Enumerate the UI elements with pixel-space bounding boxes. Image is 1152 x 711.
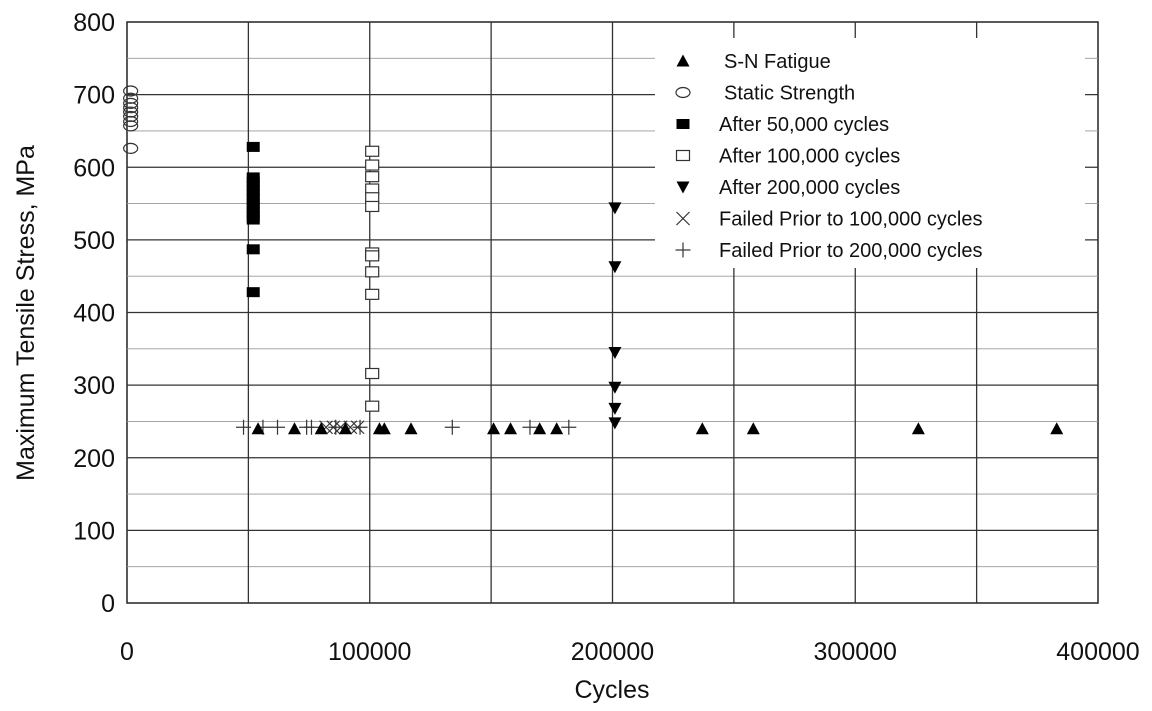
failed-prior-to-200-000-cycles-point — [236, 419, 252, 435]
s-n-fatigue-point — [533, 422, 547, 435]
after-100-000-cycles-point — [365, 250, 380, 262]
failed-prior-to-200-000-cycles-point — [522, 419, 538, 435]
after-100-000-cycles-point — [365, 400, 380, 412]
after-100-000-cycles-point — [365, 288, 380, 300]
static-strength-point — [123, 97, 139, 109]
legend-marker — [675, 86, 691, 99]
x-tick-label: 200000 — [571, 638, 654, 666]
legend-marker — [675, 242, 691, 258]
legend: S-N Fatigue Static Strength After 50,000 c… — [655, 38, 1085, 268]
s-n-fatigue-point — [287, 422, 301, 435]
legend-label: S-N Fatigue — [724, 51, 831, 73]
y-tick-label: 300 — [73, 372, 115, 400]
after-100-000-cycles-point — [365, 171, 380, 183]
s-n-fatigue-point — [550, 422, 564, 435]
y-axis-label: Maximum Tensile Stress, MPa — [12, 145, 40, 481]
after-200-000-cycles-point — [608, 417, 622, 430]
legend-background — [655, 38, 1085, 268]
failed-prior-to-200-000-cycles-point — [303, 419, 319, 435]
s-n-fatigue-point — [338, 422, 352, 435]
failed-prior-to-200-000-cycles-point — [328, 419, 344, 435]
x-tick-label: 400000 — [1056, 638, 1139, 666]
after-100-000-cycles-point — [365, 266, 380, 278]
s-n-fatigue-point — [404, 422, 418, 435]
legend-label: After 200,000 cycles — [719, 177, 900, 199]
failed-prior-to-200-000-cycles-point — [352, 419, 368, 435]
legend-marker — [676, 181, 690, 194]
after-100-000-cycles-point — [365, 145, 380, 157]
x-tick-label: 0 — [120, 638, 134, 666]
s-n-fatigue-point — [377, 422, 391, 435]
s-n-fatigue-point — [911, 422, 925, 435]
s-n-fatigue-point — [504, 422, 518, 435]
y-tick-label: 600 — [73, 154, 115, 182]
after-200-000-cycles-point — [608, 261, 622, 274]
legend-label: After 100,000 cycles — [719, 146, 900, 168]
after-200-000-cycles-point — [608, 381, 622, 394]
static-strength-point — [123, 85, 139, 97]
after-200-000-cycles-point — [608, 346, 622, 359]
failed-prior-to-200-000-cycles-point — [270, 419, 286, 435]
after-50-000-cycles-point — [246, 141, 260, 152]
y-tick-label: 500 — [73, 227, 115, 255]
legend-label: After 50,000 cycles — [719, 114, 889, 136]
failed-prior-to-200-000-cycles-point — [444, 419, 460, 435]
s-n-fatigue-point — [251, 422, 265, 435]
s-n-fatigue-point — [1050, 422, 1064, 435]
after-100-000-cycles-point — [365, 367, 380, 380]
y-tick-label: 100 — [73, 517, 115, 545]
s-n-fatigue-point — [314, 422, 328, 435]
static-strength-point — [123, 115, 139, 128]
legend-label: Failed Prior to 100,000 cycles — [719, 209, 982, 231]
y-tick-label: 800 — [73, 9, 115, 37]
legend-marker — [676, 211, 690, 226]
after-50-000-cycles-point — [246, 214, 260, 225]
s-n-fatigue-point — [746, 422, 760, 435]
static-strength-point — [123, 102, 139, 114]
y-tick-label: 700 — [73, 82, 115, 110]
s-n-fatigue-point — [487, 422, 501, 435]
y-tick-label: 400 — [73, 300, 115, 328]
after-200-000-cycles-point — [608, 202, 622, 215]
static-strength-point — [123, 142, 139, 154]
y-tick-labels: 0 100 200 300 400 500 600 700 800 — [73, 9, 115, 618]
x-tick-label: 300000 — [814, 638, 897, 666]
s-n-fatigue-point — [695, 422, 709, 435]
after-100-000-cycles-point — [365, 200, 380, 213]
y-tick-label: 0 — [101, 590, 115, 618]
legend-label: Static Strength — [724, 83, 855, 105]
legend-marker — [676, 54, 690, 67]
y-tick-label: 200 — [73, 445, 115, 473]
x-axis-label: Cycles — [574, 676, 649, 704]
legend-marker — [675, 149, 691, 162]
x-tick-labels: 0 100000 200000 300000 400000 — [120, 638, 1140, 666]
after-200-000-cycles-point — [608, 402, 622, 415]
legend-label: Failed Prior to 200,000 cycles — [719, 240, 982, 262]
static-strength-point — [123, 120, 139, 132]
after-50-000-cycles-point — [246, 287, 260, 298]
legend-marker — [676, 119, 690, 129]
after-100-000-cycles-point — [365, 159, 380, 171]
after-50-000-cycles-point — [246, 244, 260, 255]
x-tick-label: 100000 — [328, 638, 411, 666]
failed-prior-to-200-000-cycles-point — [561, 419, 577, 435]
data-points — [123, 85, 1064, 435]
